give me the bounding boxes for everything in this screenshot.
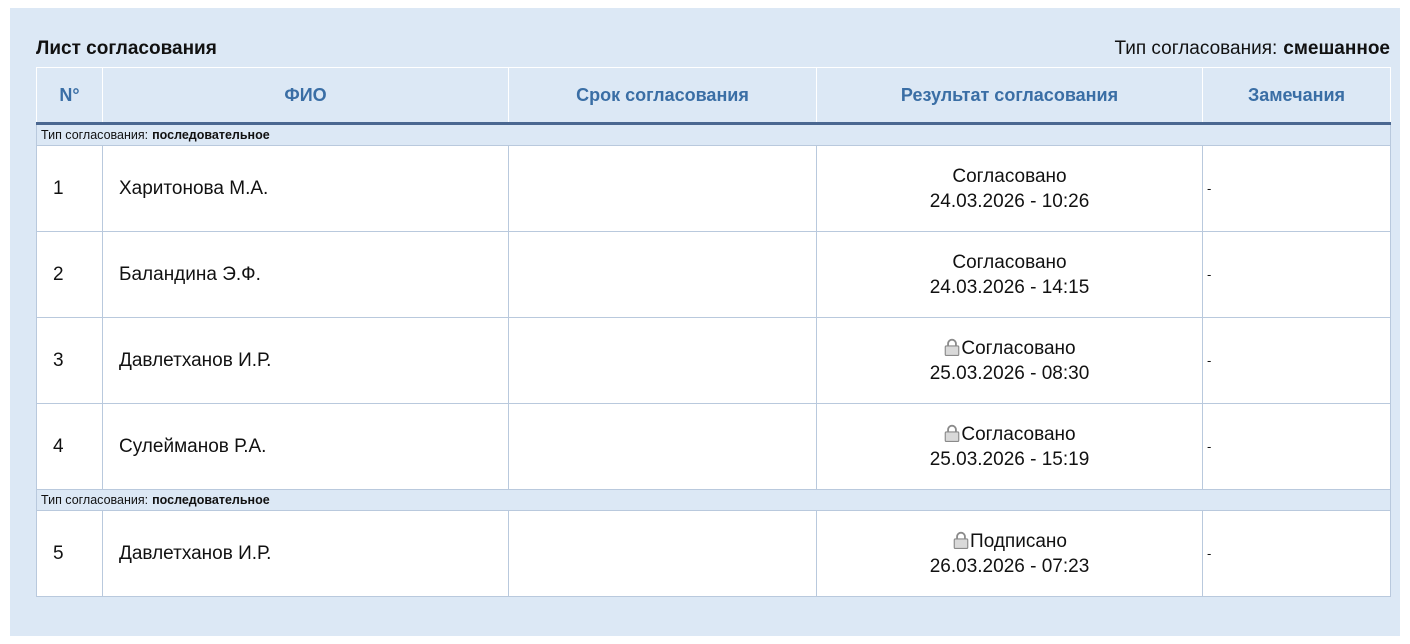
- lock-icon: [943, 338, 961, 356]
- row-number: 5: [36, 510, 103, 597]
- result-status: Согласовано: [952, 165, 1067, 187]
- result-status: Согласовано: [961, 337, 1076, 359]
- approval-row: 4 Сулейманов Р.А. Согласовано 25.03.2026 - …: [36, 403, 1391, 490]
- result-status: Согласовано: [952, 251, 1067, 273]
- result: Согласовано 25.03.2026 - 08:30: [816, 317, 1203, 404]
- deadline: [508, 231, 817, 318]
- approval-row: 2 Баландина Э.Ф. Согласовано 24.03.2026 - 1…: [36, 231, 1391, 318]
- header-row: N° ФИО Срок согласования Результат согласов…: [36, 67, 1391, 125]
- group-value: последовательное: [152, 128, 270, 142]
- group-label: Тип согласования:: [41, 493, 149, 507]
- deadline: [508, 145, 817, 232]
- result-date: 25.03.2026 - 15:19: [929, 448, 1090, 470]
- column-header: Срок согласования: [508, 67, 817, 125]
- deadline: [508, 510, 817, 597]
- column-header: N°: [36, 67, 103, 125]
- result-date: 24.03.2026 - 14:15: [929, 276, 1090, 298]
- row-number: 3: [36, 317, 103, 404]
- deadline: [508, 317, 817, 404]
- result-date: 24.03.2026 - 10:26: [929, 190, 1090, 212]
- approver-name: Сулейманов Р.А.: [102, 403, 509, 490]
- remarks: -: [1202, 145, 1391, 232]
- row-number: 4: [36, 403, 103, 490]
- group-label: Тип согласования:: [41, 128, 149, 142]
- type-value: смешанное: [1283, 38, 1390, 59]
- row-number: 1: [36, 145, 103, 232]
- approval-table: N° ФИО Срок согласования Результат согласов…: [36, 67, 1391, 597]
- remarks: -: [1202, 403, 1391, 490]
- approver-name: Баландина Э.Ф.: [102, 231, 509, 318]
- sheet-title: Лист согласования: [36, 38, 217, 59]
- row-number: 2: [36, 231, 103, 318]
- lock-icon: [943, 424, 961, 442]
- result: Согласовано 24.03.2026 - 10:26: [816, 145, 1203, 232]
- remarks: -: [1202, 317, 1391, 404]
- approval-type: Тип согласования: смешанное: [1114, 38, 1390, 60]
- result-status: Согласовано: [961, 423, 1076, 445]
- group-row: Тип согласования: последовательное: [36, 123, 1391, 146]
- group-row: Тип согласования: последовательное: [36, 489, 1391, 511]
- result-status: Подписано: [970, 530, 1067, 552]
- column-header: ФИО: [102, 67, 509, 125]
- remarks: -: [1202, 231, 1391, 318]
- group-cell: Тип согласования: последовательное: [36, 489, 1391, 511]
- approval-row: 3 Давлетханов И.Р. Согласовано 25.03.2026 -…: [36, 317, 1391, 404]
- deadline: [508, 403, 817, 490]
- result: Подписано 26.03.2026 - 07:23: [816, 510, 1203, 597]
- column-header: Замечания: [1202, 67, 1391, 125]
- approval-row: 1 Харитонова М.А. Согласовано 24.03.2026 - …: [36, 145, 1391, 232]
- result: Согласовано 25.03.2026 - 15:19: [816, 403, 1203, 490]
- group-value: последовательное: [152, 493, 270, 507]
- approver-name: Давлетханов И.Р.: [102, 317, 509, 404]
- result-date: 26.03.2026 - 07:23: [929, 555, 1090, 577]
- approver-name: Харитонова М.А.: [102, 145, 509, 232]
- result-date: 25.03.2026 - 08:30: [929, 362, 1090, 384]
- panel: Лист согласования Тип согласования: смеша…: [10, 8, 1400, 636]
- column-header: Результат согласования: [816, 67, 1203, 125]
- type-label: Тип согласования:: [1114, 38, 1278, 59]
- approver-name: Давлетханов И.Р.: [102, 510, 509, 597]
- lock-icon: [952, 531, 970, 549]
- approval-row: 5 Давлетханов И.Р. Подписано 26.03.2026 - 0…: [36, 510, 1391, 597]
- group-cell: Тип согласования: последовательное: [36, 123, 1391, 146]
- result: Согласовано 24.03.2026 - 14:15: [816, 231, 1203, 318]
- remarks: -: [1202, 510, 1391, 597]
